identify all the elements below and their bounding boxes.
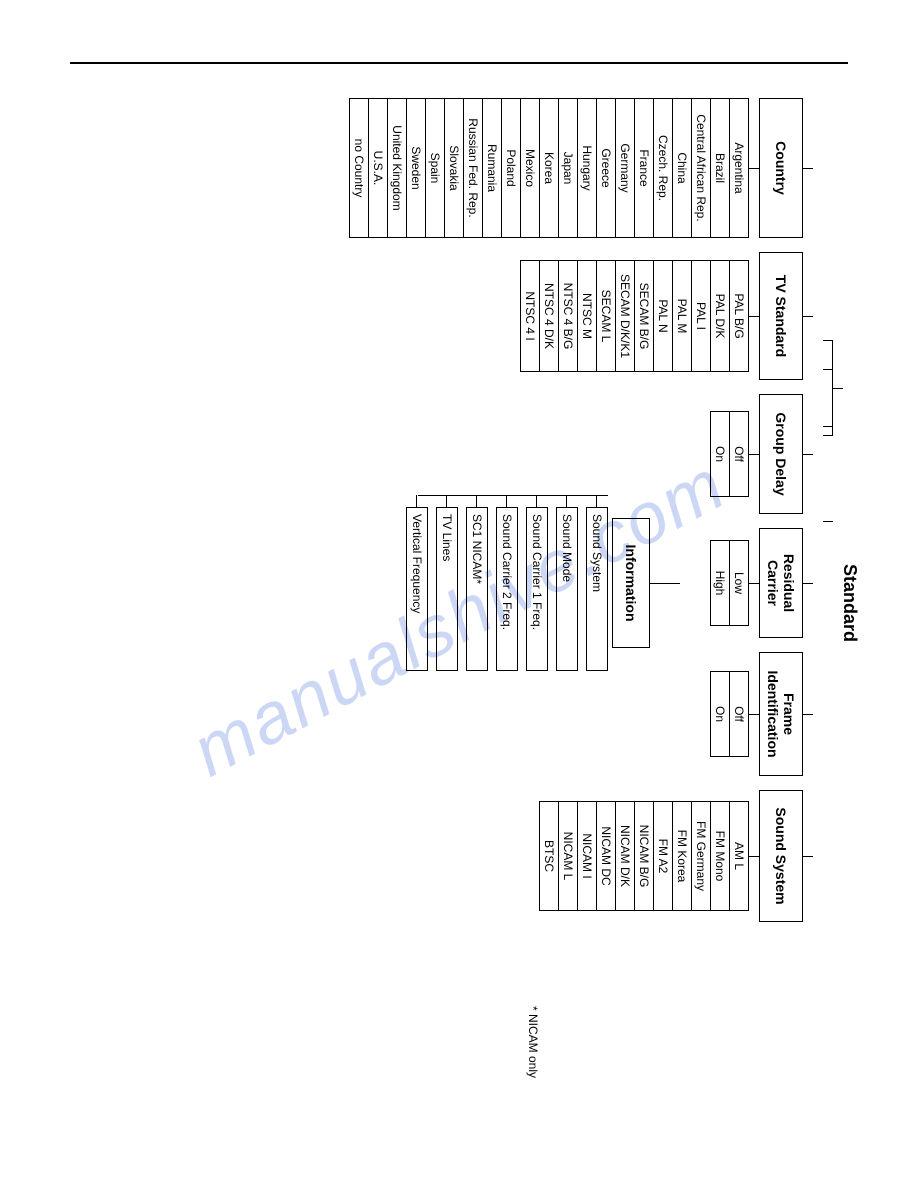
column-items-sound_system: AM LFM MonoFM GermanyFM KoreaFM A2NICAM …: [539, 790, 749, 922]
column-header-frame_identification: FrameIdentification: [759, 652, 803, 776]
columns-row: CountryArgentinaBrazilCentral African Re…: [349, 88, 813, 1118]
item: Rumania: [482, 98, 502, 238]
root-connector: [823, 98, 833, 1108]
connector-drop: [803, 714, 813, 715]
item: High: [710, 540, 730, 626]
item: SECAM D/K/K1: [615, 260, 635, 372]
page: manualshive.com Standard CountryArgentin…: [0, 0, 918, 1188]
item: NTSC M: [577, 260, 597, 372]
item: SECAM L: [596, 260, 616, 372]
information-item: SC1 NICAM*: [466, 507, 488, 671]
footnote: * NICAM only: [526, 1006, 540, 1078]
column-header-country: Country: [759, 98, 803, 238]
item: NICAM B/G: [634, 801, 654, 911]
connector-drop: [749, 856, 759, 857]
column-header-sound_system: Sound System: [759, 790, 803, 922]
connector-drop: [749, 714, 759, 715]
connector-drop: [650, 583, 680, 584]
item: On: [710, 671, 730, 757]
item: France: [634, 98, 654, 238]
item: NTSC 4 D/K: [539, 260, 559, 372]
column-items-country: ArgentinaBrazilCentral African Rep.China…: [349, 98, 749, 238]
column-header-residual_carrier: ResidualCarrier: [759, 528, 803, 638]
item: Greece: [596, 98, 616, 238]
item: FM Mono: [710, 801, 730, 911]
item: Germany: [615, 98, 635, 238]
information-header: Information: [612, 518, 650, 648]
item: Russian Fed. Rep.: [463, 98, 483, 238]
item: Spain: [425, 98, 445, 238]
item: NICAM L: [558, 801, 578, 911]
information-item: Sound System: [586, 507, 608, 671]
item: PAL B/G: [729, 260, 749, 372]
connector-drop: [803, 583, 813, 584]
column-header-tv_standard: TV Standard: [759, 252, 803, 380]
item: BTSC: [539, 801, 559, 911]
item: Mexico: [520, 98, 540, 238]
column-header-group_delay: Group Delay: [759, 394, 803, 514]
information-item: Vertical Frequency: [406, 507, 428, 671]
information-block: InformationSound System Sound Mode Sound C…: [406, 495, 680, 671]
item: Off: [729, 411, 749, 497]
item: FM Korea: [672, 801, 692, 911]
item: U.S.A.: [368, 98, 388, 238]
item: NTSC 4 B/G: [558, 260, 578, 372]
column-items-group_delay: OffOn: [710, 394, 749, 514]
connector-drop: [803, 168, 813, 169]
diagram-standard: Standard CountryArgentinaBrazilCentral A…: [70, 88, 860, 1118]
column-frame_identification: FrameIdentification OffOn: [710, 652, 813, 776]
item: China: [672, 98, 692, 238]
item: PAL N: [653, 260, 673, 372]
column-items-residual_carrier: LowHigh: [710, 528, 749, 638]
connector-drop: [803, 856, 813, 857]
information-item: Sound Mode: [556, 507, 578, 671]
item: Brazil: [710, 98, 730, 238]
item: Slovakia: [444, 98, 464, 238]
top-rule: [70, 62, 848, 64]
item: On: [710, 411, 730, 497]
column-group_delay: Group Delay OffOn: [710, 394, 813, 514]
item: Korea: [539, 98, 559, 238]
item: Off: [729, 671, 749, 757]
diagram-title: Standard: [839, 88, 860, 1118]
item: Czech. Rep.: [653, 98, 673, 238]
item: FM Germany: [691, 801, 711, 911]
item: United Kingdom: [387, 98, 407, 238]
item: SECAM B/G: [634, 260, 654, 372]
connector-drop: [749, 583, 759, 584]
item: NTSC 4 I: [520, 260, 540, 372]
item: PAL D/K: [710, 260, 730, 372]
connector-drop: [749, 316, 759, 317]
column-tv_standard: TV StandardPAL B/GPAL D/KPAL IPAL MPAL N…: [520, 252, 813, 380]
connector-drop: [803, 316, 813, 317]
item: FM A2: [653, 801, 673, 911]
item: Poland: [501, 98, 521, 238]
item: AM L: [729, 801, 749, 911]
item: NICAM I: [577, 801, 597, 911]
item: Central African Rep.: [691, 98, 711, 238]
item: PAL M: [672, 260, 692, 372]
information-tree: Sound System Sound Mode Sound Carrier 1 Fr…: [406, 495, 608, 671]
item: Hungary: [577, 98, 597, 238]
item: PAL I: [691, 260, 711, 372]
column-items-frame_identification: OffOn: [710, 652, 749, 776]
connector-drop: [749, 454, 759, 455]
connector-drop: [803, 454, 813, 455]
information-item: Sound Carrier 2 Freq.: [496, 507, 518, 671]
item: Low: [729, 540, 749, 626]
column-country: CountryArgentinaBrazilCentral African Re…: [349, 98, 813, 238]
column-residual_carrier: ResidualCarrierLowHighInformationSound S…: [406, 528, 813, 638]
item: NICAM DC: [596, 801, 616, 911]
information-item: Sound Carrier 1 Freq.: [526, 507, 548, 671]
item: Sweden: [406, 98, 426, 238]
column-items-tv_standard: PAL B/GPAL D/KPAL IPAL MPAL NSECAM B/GSE…: [520, 252, 749, 380]
item: no Country: [349, 98, 369, 238]
item: NICAM D/K: [615, 801, 635, 911]
item: Argentina: [729, 98, 749, 238]
connector-drop: [749, 168, 759, 169]
item: Japan: [558, 98, 578, 238]
information-item: TV Lines: [436, 507, 458, 671]
column-sound_system: Sound SystemAM LFM MonoFM GermanyFM Kore…: [539, 790, 813, 922]
